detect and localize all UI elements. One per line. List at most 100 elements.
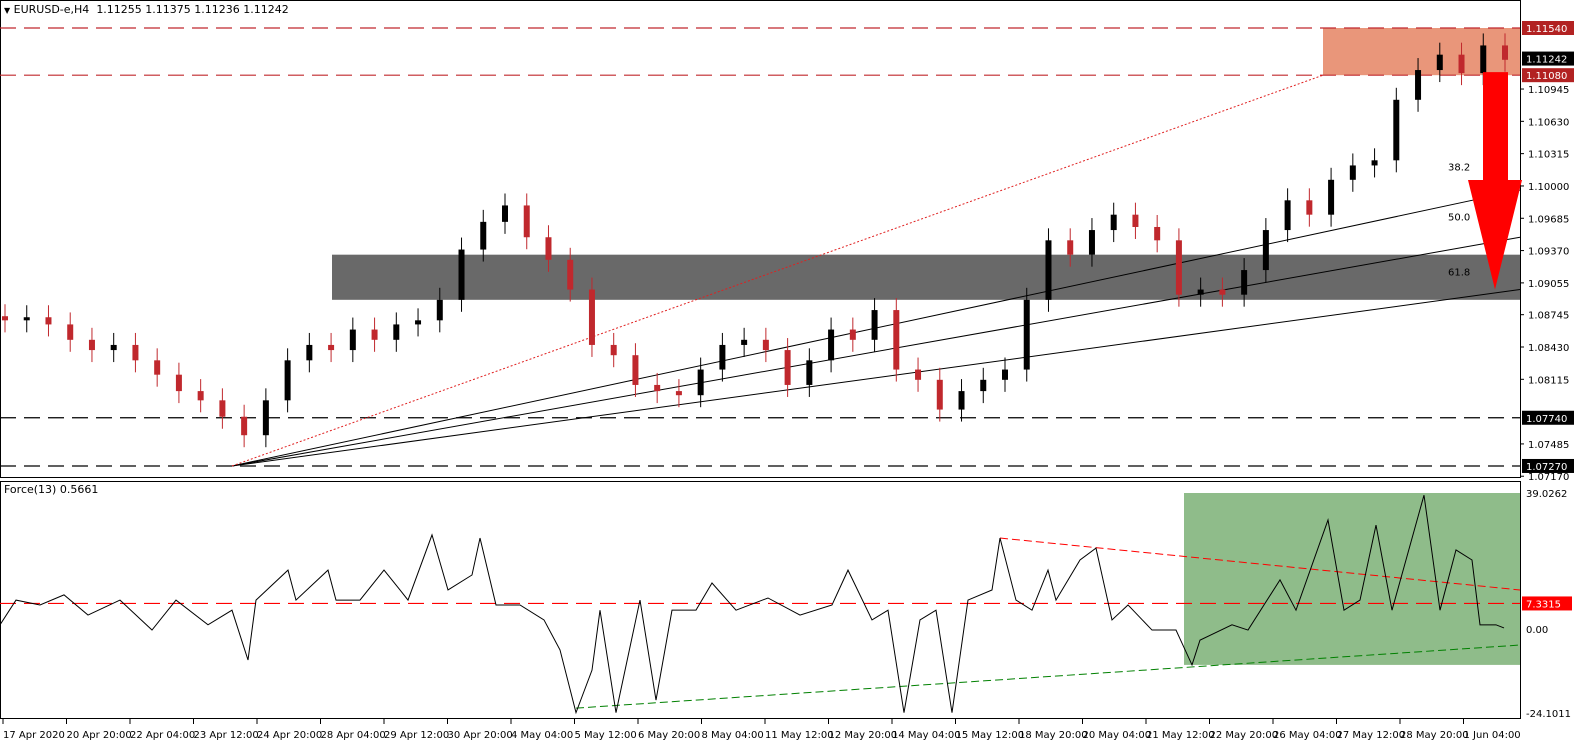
candle-body [349,329,356,351]
time-label: 11 May 12:00 [765,730,834,741]
candle-body [502,205,508,222]
price-tick-label: 1.07485 [1528,440,1569,451]
time-label: 20 May 04:00 [1083,730,1152,741]
candle-body [1371,160,1378,166]
price-tag-label: 1.11080 [1526,71,1567,82]
candle-body [697,369,704,396]
fib-trend-line [231,74,1324,467]
collapse-arrow-icon[interactable]: ▼ [4,6,11,15]
candle-body [197,391,204,401]
price-tick-label: 1.10630 [1528,117,1569,128]
time-label: 28 May 20:00 [1400,730,1469,741]
candle-body [741,339,748,345]
symbol-label: EURUSD-e,H4 [13,3,90,16]
candle-body [328,344,335,351]
candle-body [1415,70,1422,100]
candle-body [1154,226,1161,241]
candle-body [1197,289,1204,295]
fib-fan-line [231,236,1521,467]
ohlc-readout: 1.11255 1.11375 1.11236 1.11242 [96,3,289,16]
force-level-tag [1522,596,1572,611]
force-tick-label: 39.0262 [1526,489,1567,500]
time-label: 23 Apr 12:00 [194,730,259,741]
price-tag-label: 1.07270 [1526,462,1567,473]
time-label: 5 May 12:00 [575,730,637,741]
candle-body [415,320,422,325]
time-label: 27 May 12:00 [1337,730,1406,741]
price-tag-label: 1.07740 [1526,414,1567,425]
price-tick-label: 1.08430 [1528,343,1569,354]
force-red-trendline [999,537,1521,591]
price-tag [1522,51,1574,66]
candle-body [1067,240,1074,255]
time-label: 28 Apr 04:00 [321,730,386,741]
candle-body [545,237,552,260]
time-label: 18 May 20:00 [1019,730,1088,741]
price-tick-label: 1.10945 [1528,85,1569,96]
price-tick-label: 1.08115 [1528,375,1569,386]
candle-body [610,344,617,356]
candle-body [110,344,117,351]
candle-body [893,310,900,370]
candle-body [1023,299,1030,370]
time-label: 22 May 20:00 [1210,730,1279,741]
candle-body [458,249,465,300]
candle-body [1132,214,1139,227]
price-tick-label: 1.09685 [1528,214,1569,225]
time-label: 30 Apr 20:00 [448,730,513,741]
candle-body [436,299,443,321]
force-green-zone [1184,493,1520,665]
candle-body [784,350,791,385]
candle-body [936,379,943,410]
price-tick-label: 1.10000 [1528,182,1569,193]
candle-body [1241,270,1248,295]
time-label: 17 Apr 2020 [3,730,65,741]
price-tag-label: 1.11540 [1526,24,1567,35]
candle-body [1458,54,1465,74]
candle-body [958,391,965,410]
candle-body [654,384,661,392]
time-label: 26 May 04:00 [1273,730,1342,741]
force-panel-frame [0,481,1521,719]
candle-body [132,344,139,361]
force-level-tag-label: 7.3315 [1526,599,1561,610]
price-tag [1522,21,1574,35]
candle-body [1502,45,1508,60]
candle-body [23,317,30,321]
candle-body [632,355,639,385]
candle-body [1349,165,1356,180]
time-label: 12 May 20:00 [829,730,898,741]
candle-body [262,400,269,436]
candle-body [1436,54,1443,71]
candle-body [1175,240,1182,295]
force-tick-label: -24.1011 [1526,709,1571,720]
price-tag [1522,410,1574,425]
time-label: 15 May 12:00 [956,730,1025,741]
fib-fan-label: 61.8 [1448,268,1470,279]
candle-body [719,344,726,370]
candle-body [2,316,8,321]
time-label: 4 May 04:00 [511,730,573,741]
candle-body [241,416,248,436]
candle-body [154,360,161,375]
indicator-label: Force(13) 0.5661 [4,483,99,496]
time-label: 21 May 12:00 [1146,730,1215,741]
time-label: 6 May 20:00 [638,730,700,741]
candle-body [393,324,400,340]
candle-body [849,329,856,340]
candle-body [980,379,987,392]
price-tag [1522,68,1574,83]
candle-body [480,221,487,250]
candle-body [219,400,226,417]
force-tick-label: 0.00 [1526,625,1548,636]
price-tick-label: 1.07170 [1528,472,1569,483]
down-arrow [1468,72,1522,290]
candle-body [88,339,95,351]
candle-body [1110,214,1117,231]
price-tag-label: 1.11242 [1526,55,1567,66]
candle-body [67,324,74,340]
time-label: 1 Jun 04:00 [1464,730,1521,741]
candle-body [871,310,878,340]
